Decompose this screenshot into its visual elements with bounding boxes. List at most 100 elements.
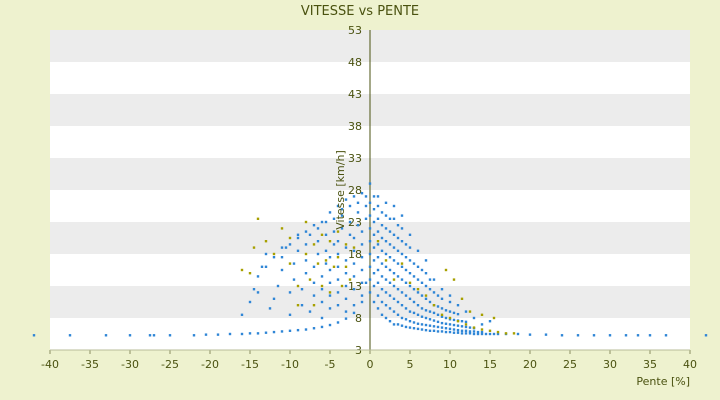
data-point	[272, 252, 276, 256]
x-axis-title: Pente [%]	[636, 375, 690, 388]
data-point	[448, 310, 452, 313]
data-point	[404, 318, 408, 321]
data-point	[364, 217, 368, 220]
data-point	[332, 265, 336, 268]
data-point	[356, 201, 360, 204]
data-point	[324, 249, 328, 252]
data-point	[248, 300, 252, 304]
data-point	[380, 236, 384, 240]
data-point	[444, 327, 448, 330]
data-point	[376, 243, 380, 246]
data-point	[444, 268, 448, 272]
data-point	[148, 334, 152, 337]
data-point	[360, 268, 364, 272]
data-point	[344, 310, 348, 313]
data-point	[368, 252, 372, 256]
data-point	[480, 330, 484, 334]
data-point	[416, 249, 420, 252]
data-point	[480, 332, 484, 336]
data-point	[304, 220, 308, 224]
data-point	[304, 328, 308, 331]
data-point	[68, 334, 72, 337]
data-point	[368, 291, 372, 294]
data-point	[396, 224, 400, 227]
data-point	[396, 323, 400, 326]
data-point	[424, 328, 428, 332]
data-point	[464, 325, 468, 329]
data-point	[388, 320, 392, 323]
data-point	[296, 233, 300, 236]
y-tick-label: 53	[348, 24, 362, 37]
data-point	[364, 281, 368, 284]
data-point	[432, 311, 436, 315]
data-point	[368, 201, 372, 204]
y-tick-label: 43	[348, 88, 362, 101]
data-point	[464, 329, 468, 332]
data-point	[272, 256, 276, 259]
data-point	[452, 323, 456, 327]
data-point	[576, 334, 580, 337]
data-point	[372, 208, 376, 211]
data-point	[304, 272, 308, 275]
data-point	[288, 262, 292, 265]
data-point	[516, 332, 520, 336]
data-point	[372, 195, 376, 198]
data-point	[240, 332, 244, 336]
data-point	[352, 249, 356, 252]
data-point	[408, 281, 412, 284]
data-point	[256, 275, 260, 278]
data-point	[296, 284, 300, 288]
data-point	[452, 331, 456, 334]
data-point	[448, 300, 452, 304]
data-point	[388, 268, 392, 272]
data-point	[344, 259, 348, 262]
x-tick-label: 15	[483, 358, 497, 371]
data-point	[312, 327, 316, 330]
data-point	[380, 275, 384, 278]
data-point	[356, 211, 360, 214]
data-point	[384, 240, 388, 243]
data-point	[320, 325, 324, 329]
data-point	[412, 327, 416, 330]
data-point	[280, 268, 284, 272]
data-point	[400, 291, 404, 294]
data-point	[468, 332, 472, 335]
data-point	[420, 328, 424, 331]
data-point	[320, 300, 324, 304]
data-point	[280, 330, 284, 333]
data-point	[384, 265, 388, 268]
data-point	[316, 252, 320, 256]
data-point	[328, 211, 332, 214]
data-point	[332, 230, 336, 233]
data-point	[364, 204, 368, 208]
data-point	[444, 322, 448, 325]
data-point	[372, 300, 376, 304]
data-point	[344, 272, 348, 275]
data-point	[392, 323, 396, 326]
data-point	[436, 330, 440, 333]
data-point	[408, 259, 412, 262]
data-point	[396, 300, 400, 304]
data-point	[436, 320, 440, 324]
data-point	[384, 304, 388, 307]
data-point	[368, 214, 372, 217]
data-point	[404, 243, 408, 246]
x-tick-label: -15	[241, 358, 259, 371]
data-point	[412, 288, 416, 291]
data-point	[344, 297, 348, 300]
data-point	[336, 256, 340, 259]
data-point	[360, 192, 364, 195]
x-tick-label: 35	[643, 358, 657, 371]
data-point	[468, 326, 472, 329]
data-point	[344, 246, 348, 249]
data-point	[376, 217, 380, 220]
data-point	[464, 323, 468, 326]
data-point	[192, 334, 196, 337]
data-point	[256, 291, 260, 294]
data-point	[368, 265, 372, 268]
x-tick-label: 5	[407, 358, 414, 371]
data-point	[412, 262, 416, 265]
data-point	[412, 275, 416, 278]
data-point	[408, 297, 412, 300]
data-point	[368, 278, 372, 281]
